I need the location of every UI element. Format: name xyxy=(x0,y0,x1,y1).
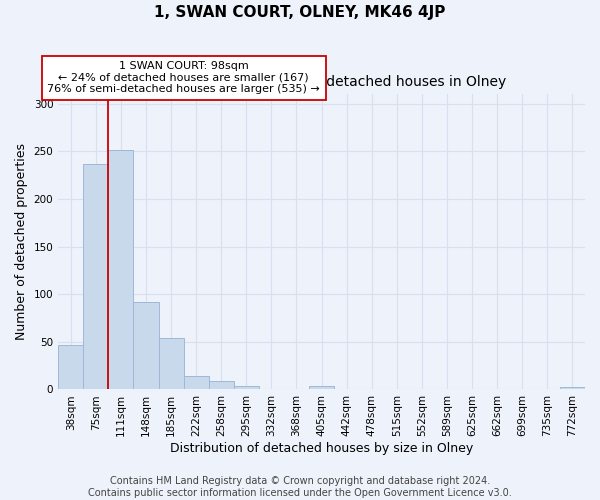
Text: 1, SWAN COURT, OLNEY, MK46 4JP: 1, SWAN COURT, OLNEY, MK46 4JP xyxy=(154,5,446,20)
Bar xyxy=(83,164,109,390)
Title: Size of property relative to detached houses in Olney: Size of property relative to detached ho… xyxy=(136,75,507,89)
Text: 1 SWAN COURT: 98sqm
← 24% of detached houses are smaller (167)
76% of semi-detac: 1 SWAN COURT: 98sqm ← 24% of detached ho… xyxy=(47,61,320,94)
Bar xyxy=(109,150,133,390)
X-axis label: Distribution of detached houses by size in Olney: Distribution of detached houses by size … xyxy=(170,442,473,455)
Bar xyxy=(158,338,184,390)
Text: Contains HM Land Registry data © Crown copyright and database right 2024.
Contai: Contains HM Land Registry data © Crown c… xyxy=(88,476,512,498)
Bar xyxy=(58,344,83,390)
Bar xyxy=(309,386,334,390)
Bar xyxy=(133,302,158,390)
Bar xyxy=(560,386,585,390)
Bar xyxy=(184,376,209,390)
Bar xyxy=(209,381,234,390)
Bar xyxy=(234,386,259,390)
Y-axis label: Number of detached properties: Number of detached properties xyxy=(15,144,28,340)
